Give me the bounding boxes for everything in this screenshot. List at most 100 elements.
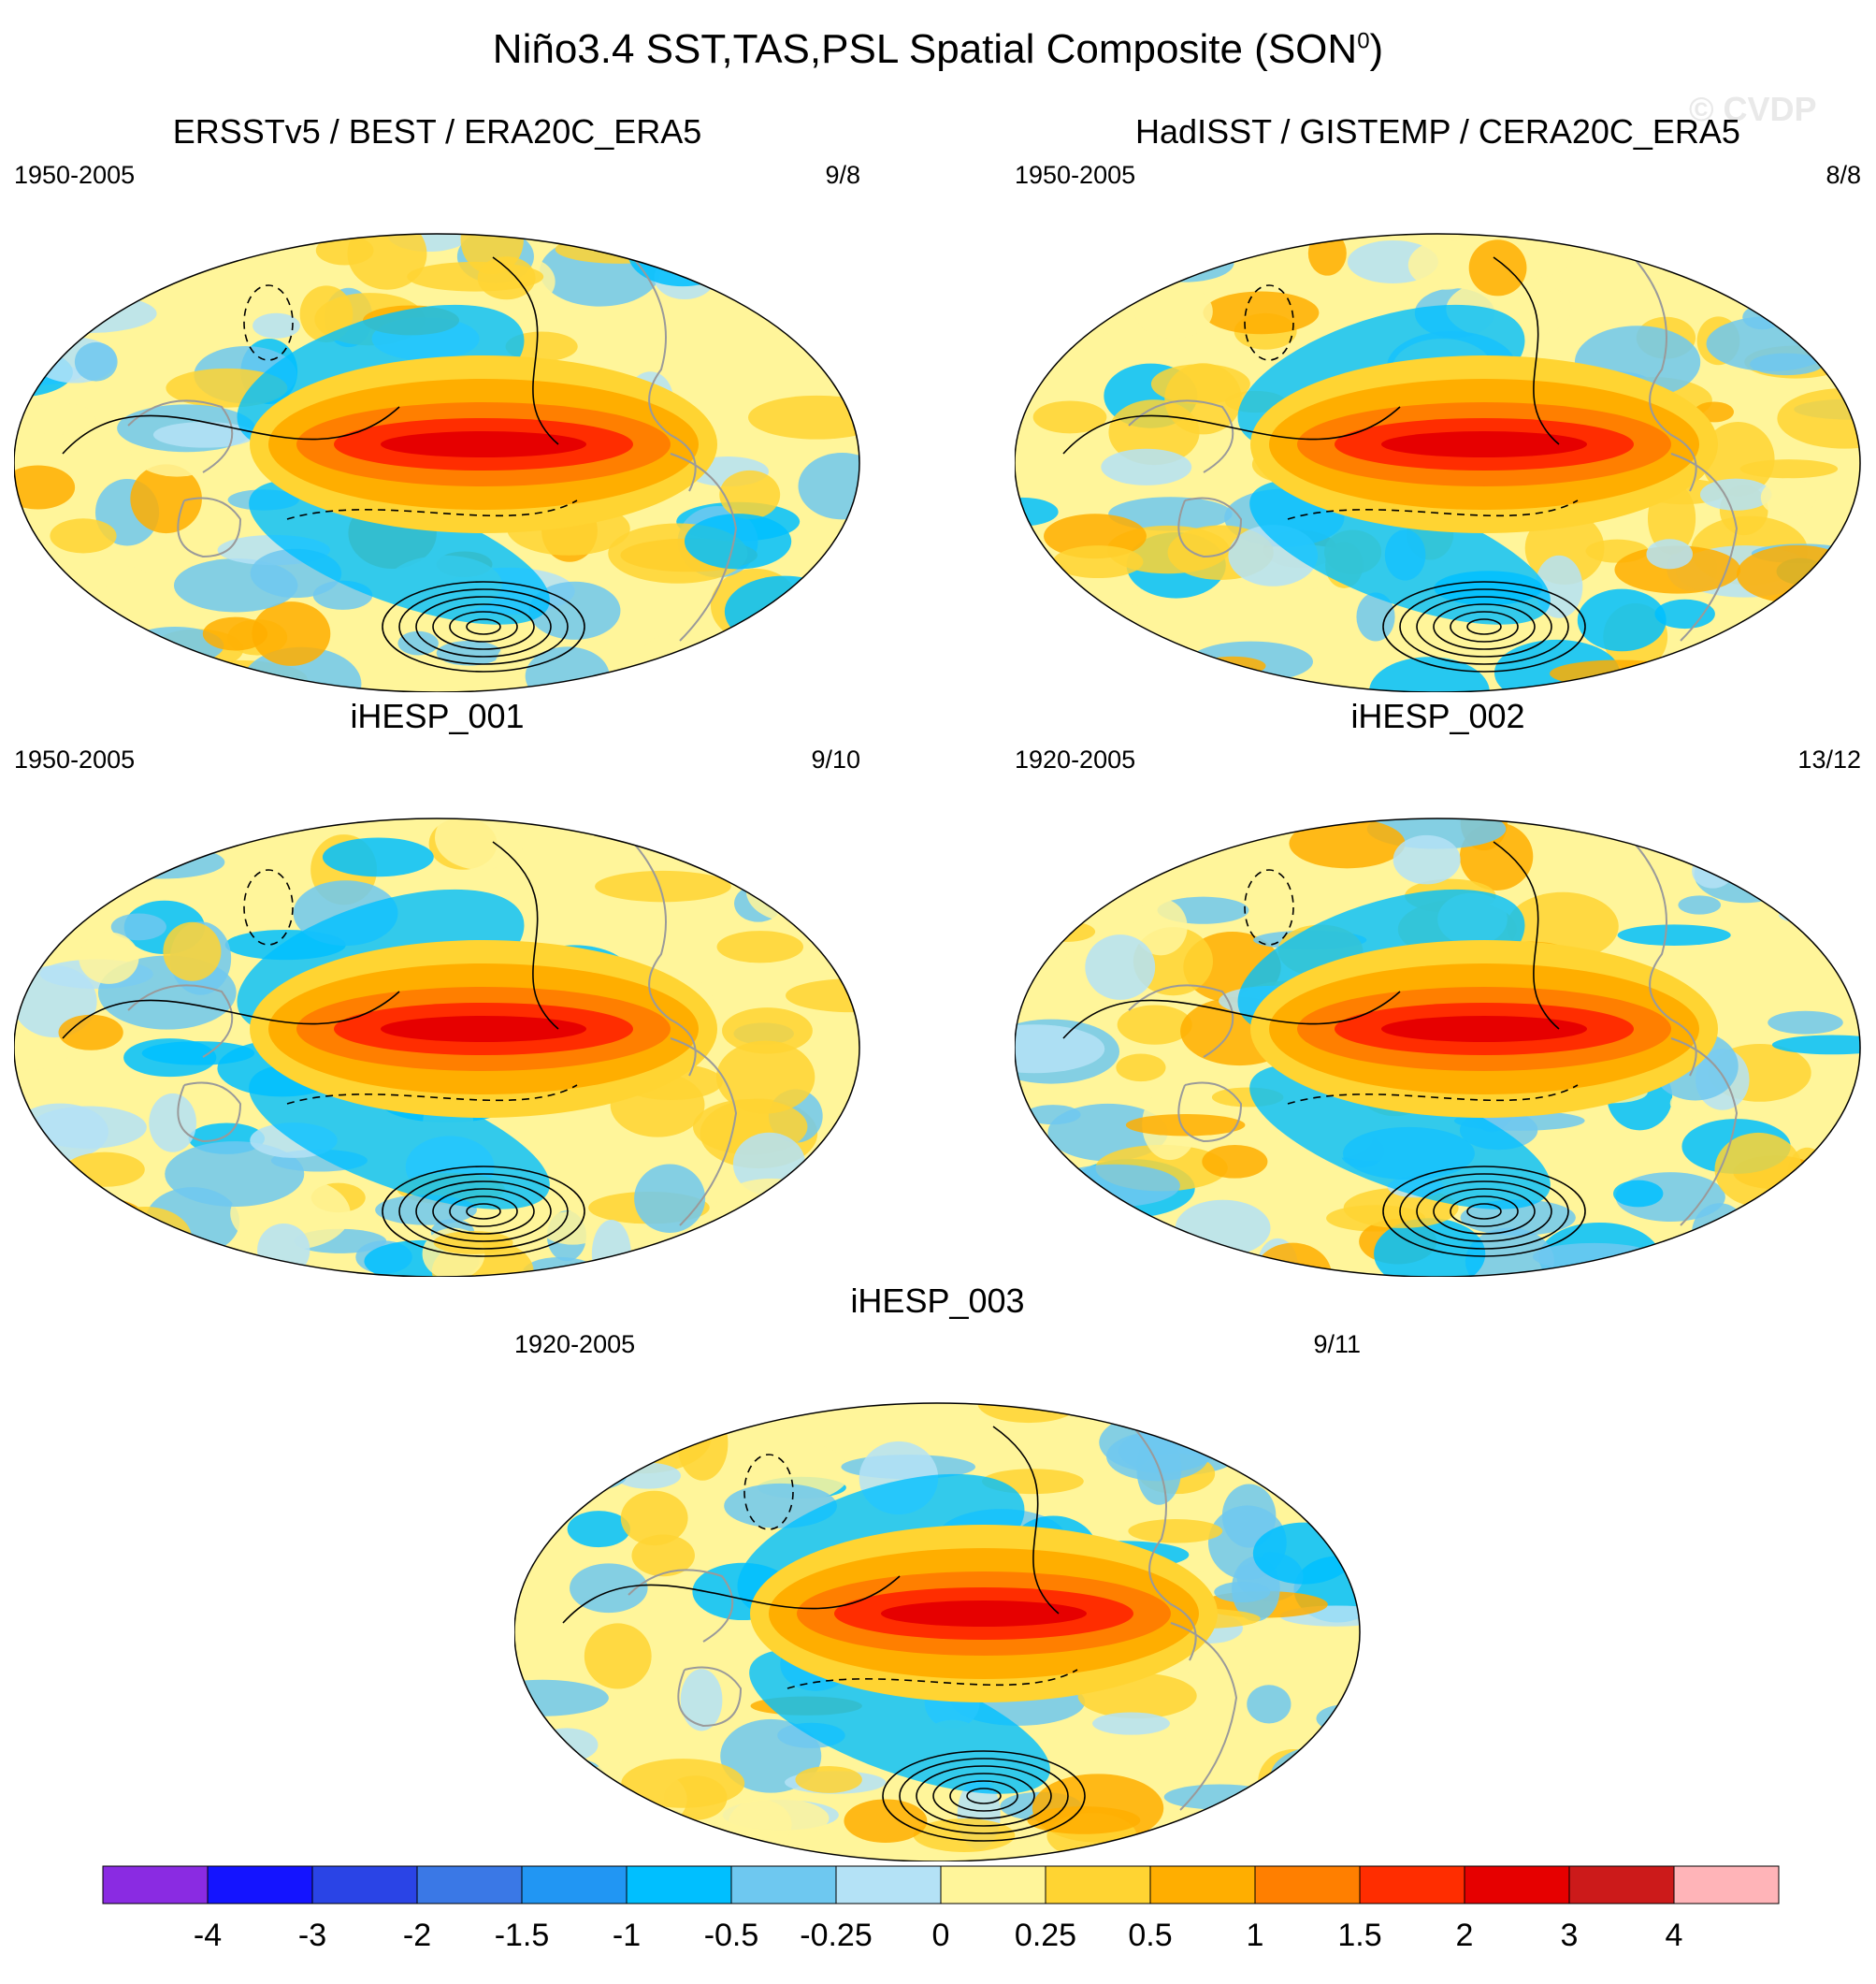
anomaly-blob [1252, 1522, 1355, 1585]
psl-contour-negative [786, 1669, 1078, 1689]
panel-title: iHESP_002 [1350, 697, 1525, 735]
anomaly-blob [53, 1197, 148, 1245]
psl-contour [382, 581, 585, 673]
colorbar-swatch [1149, 1865, 1256, 1904]
anomaly-blob [165, 1141, 305, 1208]
coastline [127, 984, 234, 1058]
anomaly-blob [436, 640, 502, 666]
anomaly-blob [719, 470, 781, 519]
psl-contour [949, 1780, 1018, 1812]
anomaly-blob [1225, 1414, 1358, 1444]
anomaly-blob [1025, 1105, 1081, 1125]
anomaly-blob [1289, 818, 1406, 869]
psl-contour [62, 406, 400, 455]
warm-tongue-2.3 [381, 1016, 586, 1042]
colorbar-swatch [1254, 1865, 1361, 1904]
anomaly-blob [1048, 1164, 1180, 1208]
anomaly-blob [1714, 1132, 1802, 1207]
panel-period: 1920-2005 [514, 1330, 636, 1358]
anomaly-blob [14, 644, 94, 687]
sst-field [14, 818, 859, 1277]
coastline [1670, 1037, 1739, 1226]
anomaly-blob [521, 1789, 616, 1848]
anomaly-blob [130, 464, 202, 534]
coastline [1128, 399, 1234, 473]
anomaly-blob [514, 1679, 609, 1716]
anomaly-blob [613, 1403, 664, 1452]
anomaly-blob [1730, 249, 1795, 285]
anomaly-blob [1085, 934, 1156, 1000]
coastline [127, 399, 234, 473]
anomaly-blob [541, 1210, 605, 1245]
colorbar-swatch [1568, 1865, 1675, 1904]
warm-tongue-2.3 [1381, 1016, 1587, 1042]
anomaly-blob [716, 931, 804, 963]
coastline [177, 1081, 242, 1143]
psl-contour [966, 1788, 1002, 1804]
panel-period: 1950-2005 [14, 161, 136, 189]
colorbar-swatch [940, 1865, 1046, 1904]
anomaly-blob [1613, 1180, 1664, 1208]
anomaly-blob [977, 1403, 1080, 1424]
anomaly-blob [1258, 1749, 1329, 1815]
psl-contour [1416, 1180, 1552, 1242]
anomaly-blob [1214, 1581, 1271, 1603]
anomaly-blob [1407, 239, 1483, 290]
colorbar-tick-label: -3 [297, 1918, 327, 1953]
psl-contour-negative [1287, 1084, 1579, 1105]
anomaly-blob [1739, 459, 1839, 479]
anomaly-blob [16, 294, 157, 334]
colorbar-tick-label: 0.25 [1014, 1918, 1077, 1953]
anomaly-blob [65, 1151, 145, 1187]
anomaly-blob [1465, 1227, 1554, 1277]
anomaly-blob [1678, 895, 1722, 915]
anomaly-blob [1015, 1024, 1105, 1074]
anomaly-blob [621, 1759, 745, 1808]
psl-contour [382, 1166, 585, 1257]
anomaly-blob [1116, 1053, 1166, 1082]
colorbar-tick-label: -4 [193, 1918, 223, 1953]
anomaly-blob [110, 913, 166, 941]
psl-contour [1382, 1166, 1586, 1257]
anomaly-blob [1247, 1685, 1292, 1724]
coastline [677, 1666, 743, 1728]
panel-title: iHESP_003 [850, 1282, 1025, 1320]
anomaly-blob [1134, 283, 1213, 340]
anomaly-blob [1219, 1439, 1282, 1460]
psl-contour-negative [1244, 284, 1294, 361]
sst-field [514, 1403, 1360, 1861]
anomaly-blob [567, 1511, 630, 1548]
anomaly-blob [798, 453, 859, 520]
panel-count: 9/8 [825, 161, 860, 189]
anomaly-blob [1374, 1218, 1486, 1277]
panel-hadisst: HadISST / GISTEMP / CERA20C_ERA5 1950-20… [1015, 112, 1861, 692]
psl-contour [1466, 618, 1502, 635]
psl-contour [1416, 596, 1552, 658]
anomaly-blob [620, 1490, 688, 1546]
panel-count: 9/11 [1313, 1330, 1361, 1358]
colorbar-tick-label: -2 [402, 1918, 432, 1953]
psl-contour [1062, 991, 1401, 1039]
cool-south-lobe [249, 479, 550, 625]
psl-contour [1062, 406, 1401, 455]
anomaly-blob [1771, 1035, 1860, 1055]
colorbar-swatch [416, 1865, 523, 1904]
coastline [670, 453, 738, 642]
anomaly-blob [528, 581, 621, 640]
psl-contour [562, 1575, 901, 1624]
anomaly-blob [1150, 364, 1250, 404]
map-border [14, 233, 860, 692]
psl-contour [1399, 1173, 1569, 1250]
anomaly-blob [1356, 592, 1395, 642]
anomaly-blob [149, 1093, 196, 1152]
anomaly-blob [638, 634, 707, 690]
colorbar-tick-label: -1 [612, 1918, 642, 1953]
anomaly-blob [1815, 1223, 1860, 1264]
anomaly-blob [1768, 1010, 1843, 1035]
anomaly-blob [1692, 854, 1734, 889]
anomaly-blob [1760, 478, 1816, 517]
colorbar-tick-label: 0.5 [1128, 1918, 1173, 1953]
anomaly-blob [1792, 234, 1841, 249]
psl-contour-negative [286, 500, 578, 520]
anomaly-blob [79, 932, 139, 984]
